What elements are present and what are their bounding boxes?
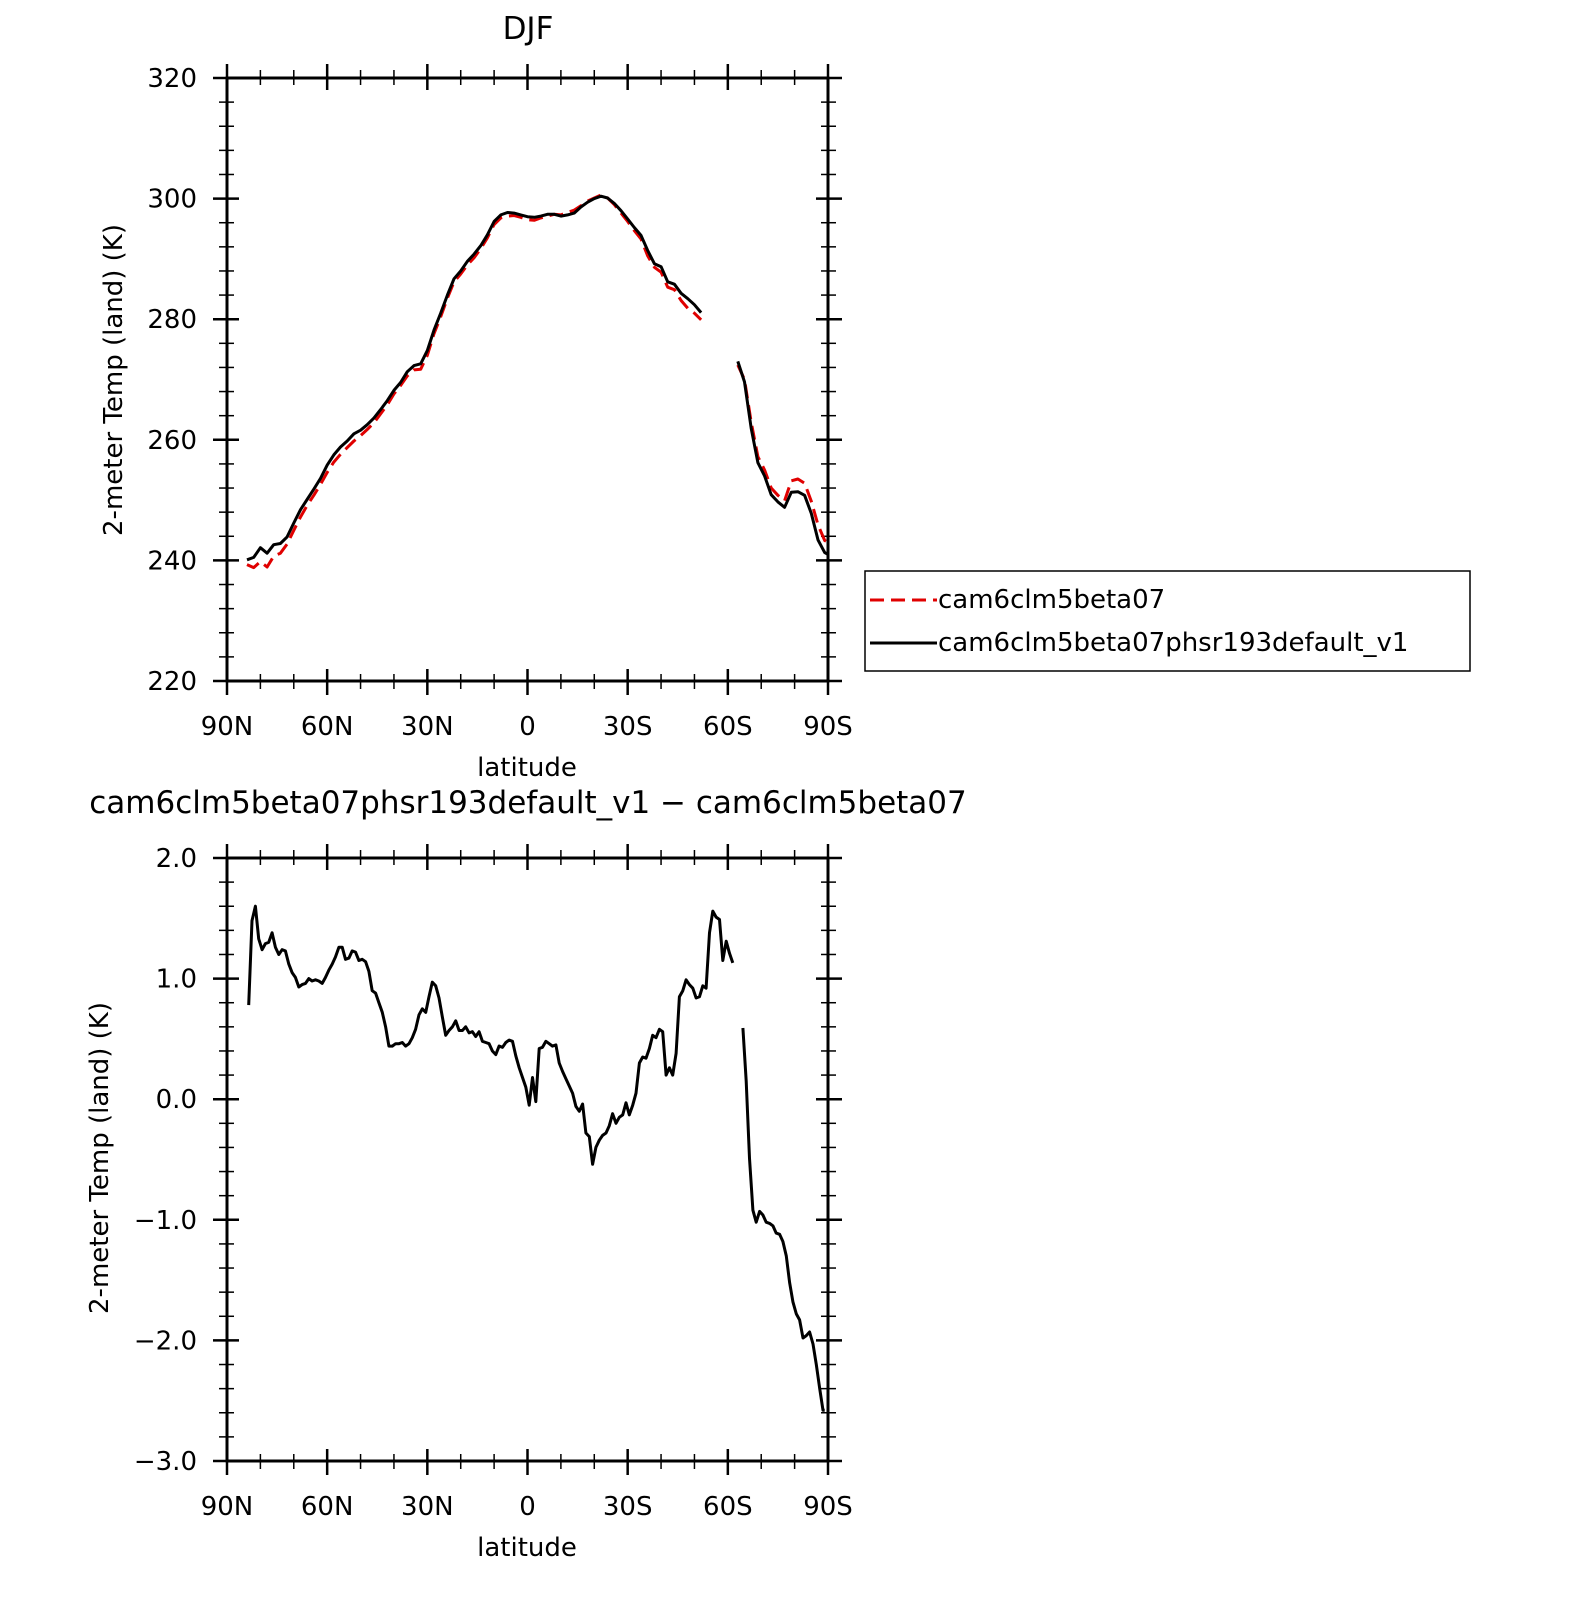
- top-series-2-segment-1: [246, 194, 703, 562]
- y-tick-label: −1.0: [134, 1206, 197, 1236]
- x-tick-label: 30N: [401, 1492, 454, 1522]
- x-tick-label: 30S: [603, 1492, 653, 1522]
- y-tick-label: 300: [147, 185, 197, 215]
- bottom-y-tick-labels: −3.0 −2.0 −1.0 0.0 1.0 2.0: [134, 844, 197, 1477]
- bottom-plot-lines: [247, 904, 825, 1412]
- x-tick-label: 60S: [703, 1492, 753, 1522]
- x-tick-label: 60N: [301, 1492, 354, 1522]
- x-tick-label: 0: [519, 1492, 536, 1522]
- y-tick-label: −3.0: [134, 1447, 197, 1477]
- bottom-y-axis-label: 2-meter Temp (land) (K): [85, 1002, 115, 1314]
- top-x-tick-labels: 90N 60N 30N 0 30S 60S 90S: [201, 712, 853, 742]
- bot-series-1-segment-2: [741, 1027, 825, 1412]
- y-tick-label: 320: [147, 64, 197, 94]
- y-tick-label: 1.0: [156, 965, 197, 995]
- top-plot-frame: [225, 76, 830, 683]
- bottom-axis-ticks: [213, 844, 842, 1475]
- x-tick-label: 90S: [803, 1492, 853, 1522]
- x-tick-label: 60N: [301, 712, 354, 742]
- x-tick-label: 0: [519, 712, 536, 742]
- y-tick-label: −2.0: [134, 1326, 197, 1356]
- bottom-plot-frame: [225, 856, 830, 1463]
- y-tick-label: 220: [147, 667, 197, 697]
- y-tick-label: 240: [147, 546, 197, 576]
- y-tick-label: 280: [147, 305, 197, 335]
- x-tick-label: 30N: [401, 712, 454, 742]
- x-tick-label: 90N: [201, 712, 254, 742]
- top-x-axis-label: latitude: [477, 753, 577, 783]
- bottom-panel: cam6clm5beta07phsr193default_v1 − cam6cl…: [85, 785, 967, 1563]
- top-y-tick-labels: 220 240 260 280 300 320: [147, 64, 197, 697]
- bottom-title: cam6clm5beta07phsr193default_v1 − cam6cl…: [89, 785, 967, 821]
- top-title: DJF: [503, 11, 554, 47]
- x-tick-label: 90S: [803, 712, 853, 742]
- top-series-2-segment-2: [736, 360, 829, 556]
- top-series-1-segment-1: [246, 193, 703, 570]
- top-axis-ticks: [213, 64, 842, 695]
- legend-label-series-2: cam6clm5beta07phsr193default_v1: [938, 628, 1408, 658]
- top-plot-lines: [246, 193, 829, 570]
- legend-box: [864, 570, 1471, 672]
- x-tick-label: 30S: [603, 712, 653, 742]
- bottom-x-tick-labels: 90N 60N 30N 0 30S 60S 90S: [201, 1492, 853, 1522]
- bottom-x-axis-label: latitude: [477, 1533, 577, 1563]
- legend-label-series-1: cam6clm5beta07: [938, 585, 1165, 615]
- x-tick-label: 60S: [703, 712, 753, 742]
- top-series-1-segment-2: [736, 364, 829, 544]
- y-tick-label: 2.0: [156, 844, 197, 874]
- bot-series-1-segment-1: [247, 904, 735, 1166]
- top-y-axis-label: 2-meter Temp (land) (K): [99, 224, 129, 536]
- legend: cam6clm5beta07 cam6clm5beta07phsr193defa…: [864, 570, 1471, 672]
- x-tick-label: 90N: [201, 1492, 254, 1522]
- y-tick-label: 0.0: [156, 1085, 197, 1115]
- y-tick-label: 260: [147, 426, 197, 456]
